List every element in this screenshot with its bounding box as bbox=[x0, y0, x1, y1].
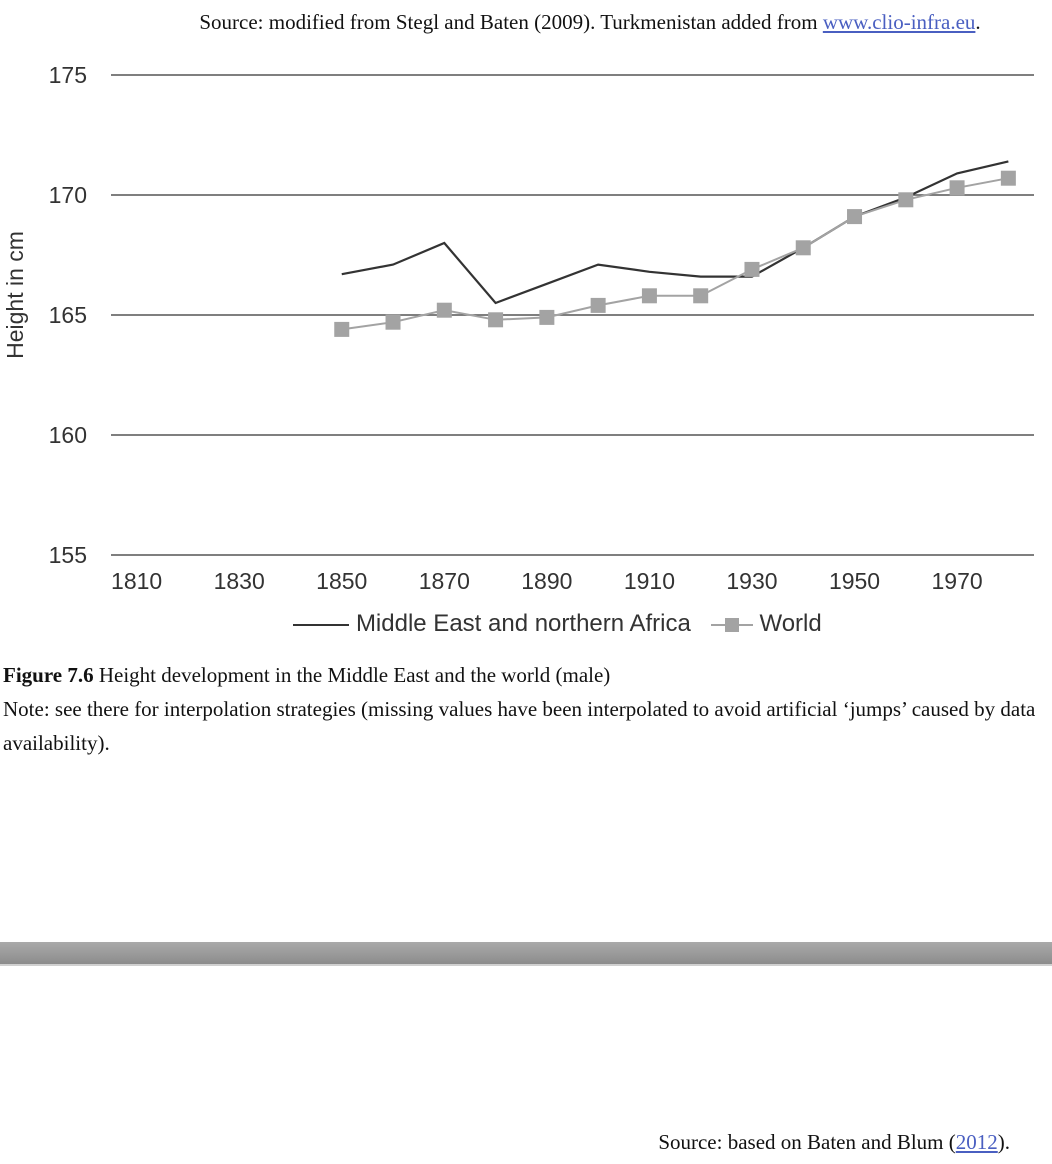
x-tick-label-1910: 1910 bbox=[624, 568, 675, 594]
series-line-mena bbox=[341, 160, 1009, 305]
world-point-1960 bbox=[898, 192, 914, 208]
world-point-1890 bbox=[539, 309, 555, 325]
clio-infra-link[interactable]: www.clio-infra.eu bbox=[822, 10, 976, 34]
legend-label-mena: Middle East and northern Africa bbox=[355, 610, 691, 637]
legend-swatch-mena bbox=[293, 623, 350, 626]
caption-title-line: Figure 7.6 Height development in the Mid… bbox=[3, 658, 1043, 692]
x-tick-label-1850: 1850 bbox=[316, 568, 367, 594]
y-tick-label-170: 170 bbox=[49, 182, 87, 208]
x-tick-label-1970: 1970 bbox=[931, 568, 982, 594]
y-tick-label-175: 175 bbox=[49, 62, 87, 88]
y-tick-label-155: 155 bbox=[49, 542, 87, 568]
source-bottom-text: Source: based on Baten and Blum ( bbox=[658, 1130, 956, 1154]
x-tick-label-1810: 1810 bbox=[111, 568, 162, 594]
world-point-1970 bbox=[949, 180, 965, 196]
world-point-1930 bbox=[744, 261, 760, 277]
world-point-1850 bbox=[334, 321, 350, 337]
y-tick-label-160: 160 bbox=[49, 422, 87, 448]
figure-caption: Figure 7.6 Height development in the Mid… bbox=[3, 658, 1043, 760]
y-tick-label-165: 165 bbox=[49, 302, 87, 328]
world-point-1950 bbox=[847, 209, 863, 225]
source-top-suffix: . bbox=[975, 10, 981, 34]
figure-title: Height development in the Middle East an… bbox=[93, 663, 611, 687]
x-tick-label-1930: 1930 bbox=[726, 568, 777, 594]
world-point-1910 bbox=[641, 288, 657, 304]
legend-label-world: World bbox=[759, 610, 822, 637]
legend-swatch-world bbox=[710, 617, 753, 632]
source-top-text: Source: modified from Stegl and Baten (2… bbox=[199, 10, 823, 34]
world-point-1860 bbox=[385, 314, 401, 330]
caption-note: Note: see there for interpolation strate… bbox=[3, 697, 1036, 755]
figure-label: Figure 7.6 bbox=[3, 663, 94, 687]
x-tick-label-1950: 1950 bbox=[829, 568, 880, 594]
world-point-1900 bbox=[590, 297, 606, 313]
series-line-world bbox=[341, 177, 1009, 331]
world-point-1880 bbox=[488, 312, 504, 328]
y-axis-label: Height in cm bbox=[2, 231, 28, 359]
world-point-1920 bbox=[693, 288, 709, 304]
world-point-1870 bbox=[436, 302, 452, 318]
chart-legend: Middle East and northern Africa World bbox=[0, 610, 1052, 638]
x-tick-label-1830: 1830 bbox=[214, 568, 265, 594]
x-tick-label-1870: 1870 bbox=[419, 568, 470, 594]
source-note-bottom: Source: based on Baten and Blum (2012). bbox=[658, 1130, 1010, 1155]
source-bottom-suffix: ). bbox=[997, 1130, 1010, 1154]
height-line-chart: 155 160 165 170 175 1810 1830 1850 1870 1890 1910 1… bbox=[2, 62, 1034, 594]
world-point-1980 bbox=[1000, 170, 1016, 186]
baten-blum-2012-link[interactable]: 2012 bbox=[955, 1130, 998, 1154]
x-tick-label-1890: 1890 bbox=[521, 568, 572, 594]
world-point-1940 bbox=[795, 240, 811, 256]
page-separator bbox=[0, 942, 1052, 966]
source-note-top: Source: modified from Stegl and Baten (2… bbox=[0, 10, 1052, 35]
